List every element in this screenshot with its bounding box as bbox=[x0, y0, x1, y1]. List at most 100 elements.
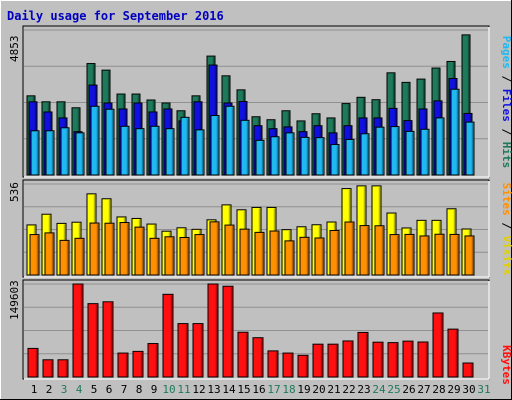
bar-sites-day-4 bbox=[74, 237, 85, 276]
x-tick-label-23: 23 bbox=[357, 383, 370, 396]
bar-pages-day-10 bbox=[165, 128, 175, 176]
bar-sites-day-15 bbox=[239, 228, 250, 276]
bar-pages-day-6 bbox=[105, 108, 115, 176]
bar-sites-day-19 bbox=[299, 236, 310, 276]
bar-pages-day-9 bbox=[150, 125, 160, 176]
panel-visits-max-label: 536 bbox=[8, 182, 21, 202]
bar-kbytes-day-19 bbox=[297, 354, 309, 378]
bar-kbytes-day-5 bbox=[87, 303, 99, 378]
bar-kbytes-day-23 bbox=[357, 331, 369, 378]
bar-pages-day-21 bbox=[330, 144, 340, 176]
bar-sites-day-28 bbox=[434, 233, 445, 276]
bar-sites-day-3 bbox=[59, 239, 70, 276]
bar-sites-day-6 bbox=[104, 222, 115, 276]
bar-sites-day-5 bbox=[89, 222, 100, 276]
bar-kbytes-day-25 bbox=[387, 342, 399, 378]
bar-pages-day-18 bbox=[285, 132, 295, 176]
bar-pages-day-16 bbox=[255, 139, 265, 176]
x-tick-label-30: 30 bbox=[462, 383, 475, 396]
legend-hits: Hits bbox=[500, 142, 512, 169]
x-tick-label-15: 15 bbox=[237, 383, 250, 396]
bar-sites-day-21 bbox=[329, 230, 340, 276]
x-tick-label-20: 20 bbox=[312, 383, 325, 396]
x-tick-label-7: 7 bbox=[121, 383, 128, 396]
x-tick-label-2: 2 bbox=[46, 383, 53, 396]
x-tick-label-3: 3 bbox=[61, 383, 68, 396]
x-tick-label-4: 4 bbox=[76, 383, 83, 396]
bar-sites-day-17 bbox=[269, 230, 280, 276]
x-tick-label-17: 17 bbox=[267, 383, 280, 396]
bar-kbytes-day-17 bbox=[267, 350, 279, 378]
x-tick-label-29: 29 bbox=[447, 383, 460, 396]
bar-sites-day-23 bbox=[359, 225, 370, 276]
x-tick-label-25: 25 bbox=[387, 383, 400, 396]
bar-kbytes-day-12 bbox=[192, 323, 204, 378]
bar-sites-day-29 bbox=[449, 233, 460, 276]
bar-kbytes-day-8 bbox=[132, 350, 144, 378]
panel-kbytes-max-label: 149603 bbox=[8, 280, 21, 320]
bar-pages-day-3 bbox=[60, 127, 70, 176]
legend-visits: Visits bbox=[500, 236, 512, 276]
bar-kbytes-day-7 bbox=[117, 352, 129, 378]
x-tick-label-26: 26 bbox=[402, 383, 415, 396]
bar-pages-day-4 bbox=[75, 132, 85, 176]
x-tick-label-24: 24 bbox=[372, 383, 386, 396]
bar-pages-day-2 bbox=[45, 130, 55, 176]
x-tick-label-8: 8 bbox=[136, 383, 143, 396]
x-tick-label-28: 28 bbox=[432, 383, 445, 396]
bar-pages-day-28 bbox=[435, 117, 445, 176]
bar-kbytes-day-14 bbox=[222, 285, 234, 378]
bar-kbytes-day-3 bbox=[57, 359, 69, 378]
legend-files: Files bbox=[500, 89, 512, 122]
bar-sites-day-10 bbox=[164, 236, 175, 276]
bar-kbytes-day-22 bbox=[342, 340, 354, 378]
bar-pages-day-7 bbox=[120, 125, 130, 176]
x-tick-label-13: 13 bbox=[207, 383, 220, 396]
legend-pages: Pages bbox=[500, 36, 512, 69]
bar-pages-day-12 bbox=[195, 129, 205, 176]
bar-kbytes-day-18 bbox=[282, 352, 294, 378]
x-tick-label-9: 9 bbox=[151, 383, 158, 396]
bar-pages-day-15 bbox=[240, 119, 250, 176]
bar-sites-day-11 bbox=[179, 236, 190, 276]
x-tick-label-19: 19 bbox=[297, 383, 310, 396]
x-tick-label-11: 11 bbox=[177, 383, 190, 396]
bar-kbytes-day-24 bbox=[372, 341, 384, 378]
bar-kbytes-day-20 bbox=[312, 343, 324, 378]
x-tick-label-6: 6 bbox=[106, 383, 113, 396]
bar-pages-day-22 bbox=[345, 138, 355, 176]
x-tick-label-22: 22 bbox=[342, 383, 355, 396]
x-tick-label-14: 14 bbox=[222, 383, 236, 396]
bar-sites-day-25 bbox=[389, 234, 400, 276]
bar-sites-day-24 bbox=[374, 225, 385, 276]
bar-pages-day-26 bbox=[405, 130, 415, 176]
bar-sites-day-7 bbox=[119, 222, 130, 276]
bar-pages-day-14 bbox=[225, 105, 235, 176]
bar-kbytes-day-6 bbox=[102, 301, 114, 378]
bar-pages-day-30 bbox=[465, 121, 475, 176]
bar-kbytes-day-21 bbox=[327, 343, 339, 378]
x-tick-label-18: 18 bbox=[282, 383, 295, 396]
bar-pages-day-11 bbox=[180, 116, 190, 176]
bar-kbytes-day-15 bbox=[237, 331, 249, 378]
bar-sites-day-9 bbox=[149, 237, 160, 276]
bar-pages-day-19 bbox=[300, 136, 310, 176]
legend-kbytes: KBytes bbox=[500, 345, 512, 385]
x-tick-label-16: 16 bbox=[252, 383, 265, 396]
x-tick-label-31: 31 bbox=[477, 383, 490, 396]
chart-title: Daily usage for September 2016 bbox=[7, 9, 224, 23]
bar-sites-day-2 bbox=[44, 232, 55, 276]
bar-kbytes-day-16 bbox=[252, 337, 264, 378]
bar-kbytes-day-30 bbox=[462, 362, 474, 378]
bar-kbytes-day-1 bbox=[27, 347, 39, 378]
x-tick-label-21: 21 bbox=[327, 383, 340, 396]
bar-pages-day-25 bbox=[390, 126, 400, 176]
bar-kbytes-day-13 bbox=[207, 283, 219, 378]
bar-sites-day-27 bbox=[419, 235, 430, 276]
bar-pages-day-8 bbox=[135, 128, 145, 176]
bar-pages-day-1 bbox=[30, 130, 40, 176]
bar-kbytes-day-11 bbox=[177, 323, 189, 378]
bar-kbytes-day-26 bbox=[402, 340, 414, 378]
bar-sites-day-13 bbox=[209, 221, 220, 276]
